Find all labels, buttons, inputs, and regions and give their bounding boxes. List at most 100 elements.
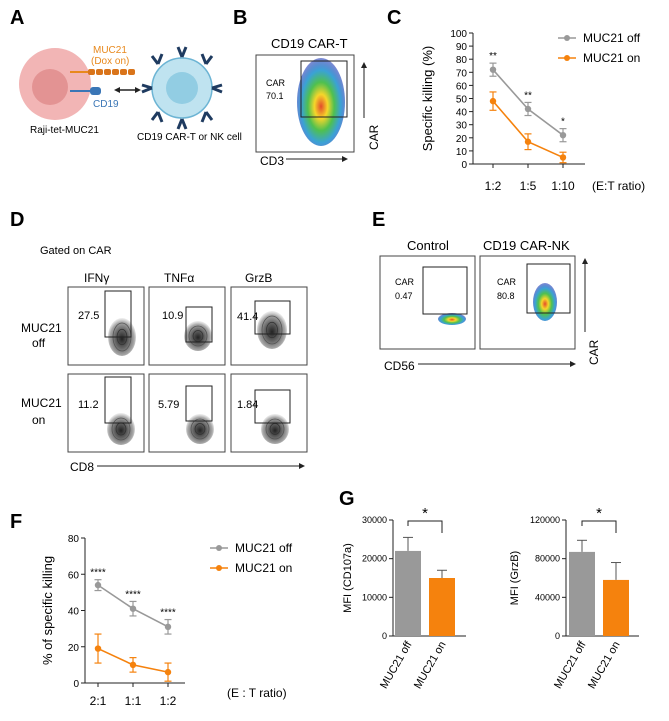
chart-f-y-tick-label: 80 <box>68 534 80 545</box>
raji-label: Raji-tet-MUC21 <box>30 125 99 136</box>
chart-f-significance: **** <box>90 568 106 579</box>
chart-c-y-tick-label: 10 <box>456 147 468 158</box>
panel-f-ratio-label: (E : T ratio) <box>227 686 287 700</box>
panel-e-car-gate <box>422 266 468 315</box>
panel-c: C (E:T ratio) 0 10 20 30 40 50 60 70 80 90 100 1:2 1… <box>387 7 645 193</box>
panel-d-contour-ring <box>266 321 278 339</box>
chart-g1-y-tick-label: 30000 <box>362 515 387 525</box>
panel-e-gate-label: CAR <box>497 277 517 287</box>
chart-c-data-point <box>559 131 567 139</box>
chart-f-y-axis-label: % of specific killing <box>40 556 55 665</box>
panel-d-gate-value: 41.4 <box>237 311 258 323</box>
panel-b-gate-value: 70.1 <box>266 91 284 101</box>
panel-d-x-axis-label: CD8 <box>70 460 94 474</box>
chart-c-y-tick-label: 20 <box>456 134 468 145</box>
chart-c-x-tick-label: 1:5 <box>520 179 537 193</box>
panel-b-title: CD19 CAR-T <box>271 36 348 51</box>
panel-d-gate <box>185 385 213 422</box>
panel-e-scatter-cloud <box>438 313 466 325</box>
chart-c-x-tick-label: 1:2 <box>485 179 502 193</box>
panel-d-plot-frame <box>67 373 145 453</box>
panel-c-ratio-label: (E:T ratio) <box>592 179 645 193</box>
panel-d-contour-ring <box>194 423 206 435</box>
panel-a: A MUC21 (Dox on) CD19 Raji-tet-MUC21 CD1… <box>10 7 242 143</box>
chart-c-y-tick-label: 100 <box>450 29 467 40</box>
chart-g2-significance: * <box>596 505 602 522</box>
panel-d-gate-value: 1.84 <box>237 399 258 411</box>
chart-c-significance: * <box>561 117 565 128</box>
chart-c-y-tick-label: 50 <box>456 95 468 106</box>
panel-d-gate <box>254 389 291 424</box>
chart-g2-bar <box>603 579 629 636</box>
panel-d-contour-ring <box>261 315 283 345</box>
panel-d-row1-line1: MUC21 <box>21 321 62 335</box>
chart-f-data-point <box>94 581 102 589</box>
panel-d-plot-frame <box>148 286 226 366</box>
panel-d-contour-ring <box>111 417 131 441</box>
chart-f-data-point <box>164 668 172 676</box>
chart-f-significance: **** <box>125 589 141 600</box>
panel-e-gate-label: CAR <box>395 277 415 287</box>
chart-g1-bar <box>395 550 421 636</box>
chart-g2-x-tick-label: MUC21 off <box>552 639 589 691</box>
chart-c-significance: ** <box>489 51 497 62</box>
panel-d-gate-value: 11.2 <box>78 399 99 411</box>
double-arrow-icon <box>114 87 141 93</box>
panel-d-gate-value: 5.79 <box>158 399 179 411</box>
panel-d-gate <box>185 306 213 343</box>
chart-c-data-point <box>489 97 497 105</box>
panel-e-scatter-cloud <box>533 283 557 321</box>
car-cell-nucleus <box>166 72 198 104</box>
chart-c-y-tick-label: 40 <box>456 108 468 119</box>
panel-e-x-axis-label: CD56 <box>384 359 415 373</box>
panel-e-y-arrowhead-icon <box>582 258 588 264</box>
chart-f-significance: **** <box>160 608 176 619</box>
panel-d-row1-line2: off <box>32 336 46 350</box>
panel-g-label: G <box>339 488 355 510</box>
panel-e-gate-value: 0.47 <box>395 291 413 301</box>
panel-f-label: F <box>10 511 22 533</box>
panel-d-contour-cloud <box>107 413 135 445</box>
chart-c-y-axis-label: Specific killing (%) <box>420 46 435 151</box>
chart-g2-y-tick-label: 0 <box>555 631 560 641</box>
panel-a-label: A <box>10 7 24 29</box>
panel-d-gated-label: Gated on CAR <box>40 245 112 257</box>
chart-g1-significance-bracket <box>407 520 443 533</box>
panel-d-x-arrowhead-icon <box>299 463 305 469</box>
chart-c-y-tick-label: 90 <box>456 42 468 53</box>
panel-b-y-axis-label: CAR <box>367 124 381 150</box>
chart-c-significance: ** <box>524 90 532 101</box>
panel-d-contour-cloud <box>261 414 289 444</box>
panel-e-col-control: Control <box>407 238 449 253</box>
chart-f-data-point <box>94 645 102 652</box>
panel-d-col-ifng: IFNγ <box>84 271 109 285</box>
panel-d-contour-cloud <box>186 414 214 444</box>
panel-e-car-gate <box>526 263 571 314</box>
chart-c-legend-marker <box>564 55 570 61</box>
car-receptors-icon <box>141 46 223 130</box>
chart-g2-bar <box>569 551 595 636</box>
panel-d-gate <box>104 376 132 424</box>
chart-f-x-tick-label: 1:2 <box>160 694 177 708</box>
chart-g1-significance: * <box>422 505 428 522</box>
panel-e-plot-frame <box>379 255 476 350</box>
chart-g2-y-tick-label: 120000 <box>530 515 560 525</box>
muc21-label: MUC21 <box>93 45 127 56</box>
chart-f-x-tick-label: 2:1 <box>90 694 107 708</box>
panel-d-contour-ring <box>265 418 285 440</box>
panel-d-row2-line1: MUC21 <box>21 396 62 410</box>
panel-d-gate-value: 27.5 <box>78 310 99 322</box>
chart-f-data-point <box>164 623 172 631</box>
chart-g2-y-tick-label: 40000 <box>535 592 560 602</box>
panel-d-contour-cloud <box>184 321 212 351</box>
panel-b-y-arrowhead-icon <box>361 62 367 68</box>
panel-b-scatter-cloud <box>297 58 345 146</box>
chart-f-legend-label: MUC21 on <box>235 561 292 575</box>
chart-f-data-point <box>129 661 137 669</box>
panel-e-y-axis-label: CAR <box>587 339 601 365</box>
chart-c-x-tick-label: 1:10 <box>551 179 575 193</box>
chart-c-legend-marker <box>564 35 570 41</box>
muc21-chain-icon <box>88 69 135 75</box>
